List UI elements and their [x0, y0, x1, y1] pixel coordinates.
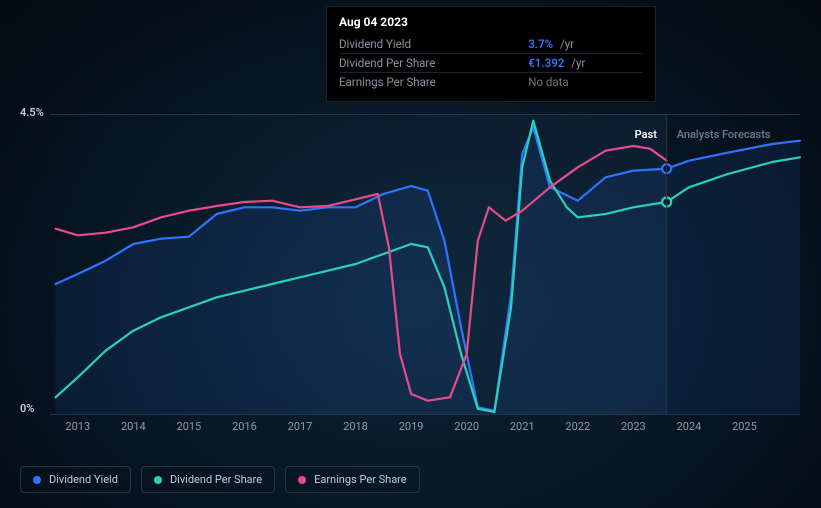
tooltip-date: Aug 04 2023 — [339, 15, 643, 29]
series-area — [56, 127, 800, 414]
legend-label: Earnings Per Share — [314, 473, 407, 486]
tooltip-row-value: 3.7% /yr — [508, 35, 643, 54]
legend-item[interactable]: Dividend Yield — [20, 466, 131, 493]
legend-label: Dividend Per Share — [170, 473, 262, 486]
tooltip-row-value: No data — [508, 73, 643, 92]
x-axis-tick: 2024 — [677, 420, 702, 433]
legend-dot-icon — [33, 476, 41, 484]
y-axis-label-min: 0% — [20, 402, 34, 415]
x-axis-tick: 2022 — [565, 420, 590, 433]
x-axis: 2013 2014 2015 2016 2017 2018 2019 2020 2021 2022… — [50, 420, 800, 440]
x-axis-tick: 2014 — [121, 420, 146, 433]
gridline-bottom — [50, 414, 800, 415]
chart-container: 4.5% 0% Past Analysts Forecasts 2013 2014… — [20, 100, 800, 450]
x-axis-tick: 2013 — [65, 420, 90, 433]
x-axis-tick: 2016 — [232, 420, 257, 433]
hover-tooltip: Aug 04 2023 Dividend Yield3.7% /yrDivide… — [326, 6, 656, 102]
x-axis-tick: 2018 — [343, 420, 368, 433]
x-axis-tick: 2021 — [510, 420, 535, 433]
x-axis-tick: 2025 — [732, 420, 757, 433]
legend-row: Dividend Yield Dividend Per Share Earnings… — [20, 466, 420, 493]
plot-area[interactable]: Past Analysts Forecasts — [50, 114, 800, 414]
x-axis-tick: 2015 — [177, 420, 202, 433]
legend-item[interactable]: Dividend Per Share — [141, 466, 275, 493]
legend-label: Dividend Yield — [49, 473, 118, 486]
y-axis-label-max: 4.5% — [20, 106, 44, 119]
tooltip-row-value: €1.392 /yr — [508, 54, 643, 73]
chart-svg — [50, 114, 800, 414]
legend-item[interactable]: Earnings Per Share — [285, 466, 420, 493]
tooltip-row-label: Earnings Per Share — [339, 73, 508, 92]
legend-dot-icon — [154, 476, 162, 484]
tooltip-row-label: Dividend Yield — [339, 35, 508, 54]
tooltip-table: Dividend Yield3.7% /yrDividend Per Share… — [339, 35, 643, 91]
x-axis-tick: 2017 — [288, 420, 313, 433]
legend-dot-icon — [298, 476, 306, 484]
x-axis-tick: 2019 — [399, 420, 424, 433]
x-axis-tick: 2020 — [454, 420, 479, 433]
tooltip-row-label: Dividend Per Share — [339, 54, 508, 73]
x-axis-tick: 2023 — [621, 420, 646, 433]
